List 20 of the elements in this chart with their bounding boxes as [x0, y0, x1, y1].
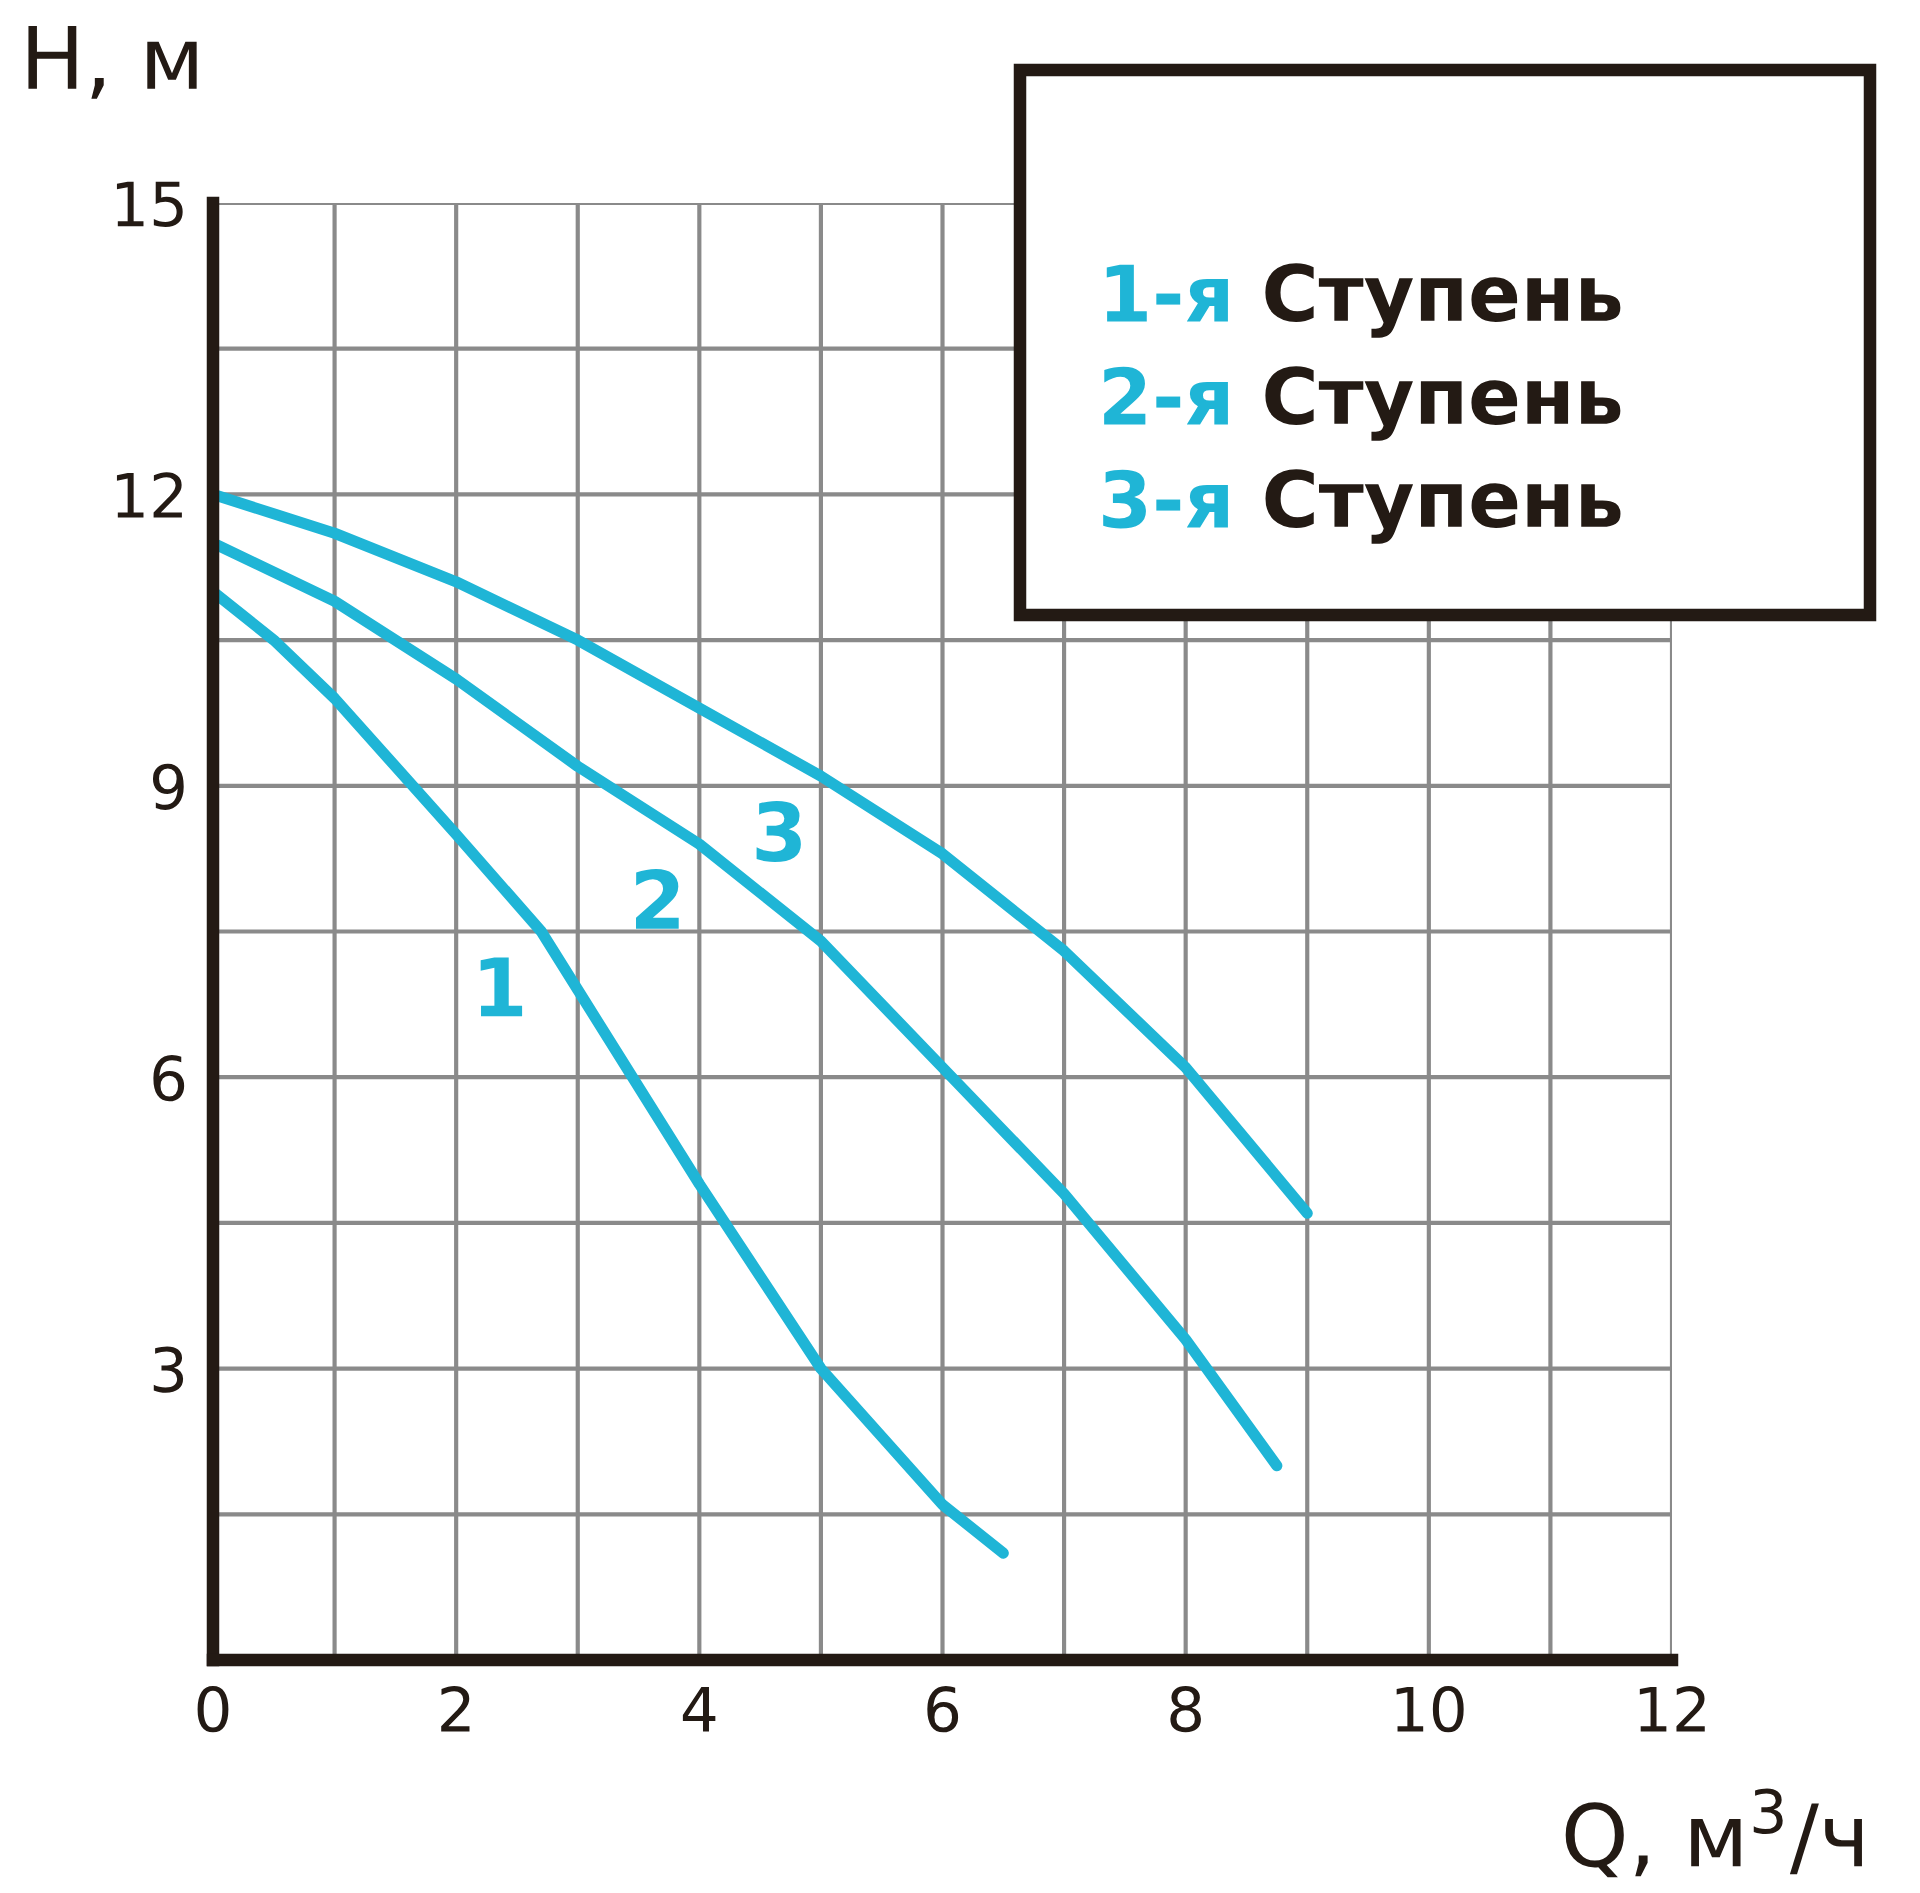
x-tick-label: 10 — [1396, 1686, 1464, 1733]
series-label: 3 — [756, 801, 801, 862]
x-tick-label: 8 — [1170, 1686, 1201, 1733]
x-tick-label: 12 — [1639, 1686, 1705, 1732]
x-tick-label: 4 — [682, 1686, 716, 1732]
x-tick-label: 2 — [441, 1686, 470, 1732]
y-tick-label: 9 — [152, 763, 184, 810]
annotation: 1-я Ступень — [1106, 263, 1621, 338]
y-tick-label: 15 — [116, 181, 183, 228]
x-tick-label: 6 — [927, 1686, 959, 1733]
y-axis-title: H, м — [28, 25, 197, 99]
annotation: 2-я Ступень — [1104, 366, 1621, 441]
series-label: 1 — [480, 957, 523, 1017]
x-axis-title: Q, м$^{3}$/ч — [1565, 1788, 1862, 1878]
annotation: 3-я Ступень — [1103, 469, 1621, 544]
y-tick-label: 6 — [153, 1055, 185, 1102]
series-label: 2 — [636, 869, 679, 929]
y-tick-label: 3 — [153, 1346, 184, 1393]
x-tick-label: 0 — [197, 1686, 229, 1733]
y-tick-label: 12 — [116, 472, 182, 518]
